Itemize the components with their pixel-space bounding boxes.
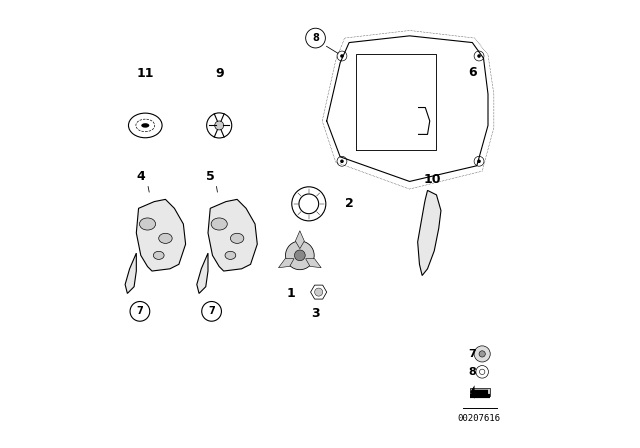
Ellipse shape [211,218,227,230]
Polygon shape [306,258,321,268]
Ellipse shape [140,218,156,230]
Circle shape [474,346,490,362]
Polygon shape [470,388,490,396]
Text: 8: 8 [468,367,476,377]
Ellipse shape [141,123,149,128]
Text: 4: 4 [136,170,145,184]
Circle shape [315,288,323,296]
Polygon shape [125,253,136,293]
Text: 7: 7 [136,306,143,316]
Circle shape [340,54,344,58]
Text: 5: 5 [206,170,214,184]
Polygon shape [278,258,294,268]
Polygon shape [197,253,208,293]
Circle shape [285,241,314,270]
Text: 6: 6 [468,66,477,79]
Circle shape [340,159,344,163]
Text: 7: 7 [208,306,215,316]
Circle shape [477,54,481,58]
Text: 11: 11 [136,67,154,81]
Text: 8: 8 [312,33,319,43]
Text: 2: 2 [345,197,353,211]
Text: 1: 1 [287,287,295,300]
Text: 00207616: 00207616 [458,414,500,423]
Ellipse shape [225,251,236,259]
Circle shape [479,351,485,357]
Text: 3: 3 [311,307,320,320]
Ellipse shape [159,233,172,243]
Circle shape [215,121,224,130]
Polygon shape [136,199,186,271]
Text: 9: 9 [215,67,223,81]
Ellipse shape [154,251,164,259]
Polygon shape [470,385,488,399]
Text: 7: 7 [468,349,476,359]
Polygon shape [296,231,305,249]
Polygon shape [208,199,257,271]
Ellipse shape [230,233,244,243]
Circle shape [477,159,481,163]
Circle shape [294,250,305,261]
Text: 10: 10 [423,172,441,186]
Polygon shape [418,190,441,276]
